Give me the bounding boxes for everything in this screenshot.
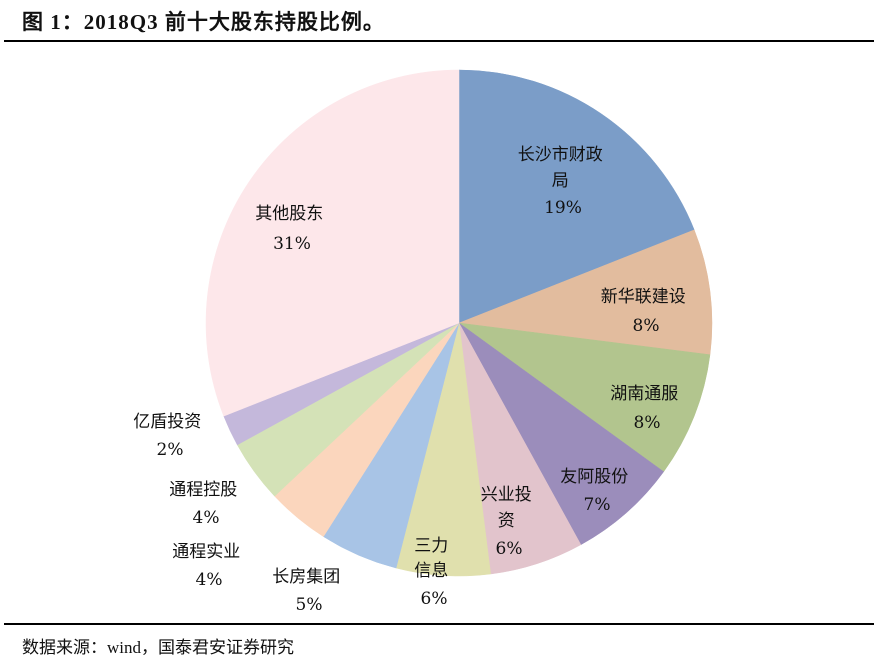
top-rule [4,40,874,42]
data-source-note: 数据来源：wind，国泰君安证券研究 [22,638,294,657]
slice-label-10: 其他股东 31% [255,204,328,254]
slice-label-8: 通程控股 4% [169,480,242,528]
slice-label-3: 友阿股份 7% [560,467,633,515]
pie-slices [205,69,713,577]
pie-slice-10 [205,69,460,417]
slice-label-6: 长房集团 5% [272,567,345,615]
slice-label-2: 湖南通服 8% [610,384,683,433]
slice-label-9: 亿盾投资 2% [133,412,206,460]
slice-label-5: 三力 信息 6% [414,536,453,609]
slice-label-0: 长沙市财政 局 19% [518,145,608,218]
slice-label-4: 兴业投 资 6% [481,485,537,559]
pie-slice-3 [458,322,665,546]
slice-label-7: 通程实业 4% [172,542,245,590]
bottom-rule [4,623,874,625]
figure-title: 图 1：2018Q3 前十大股东持股比例。 [22,10,385,34]
pie-slice-1 [458,229,713,355]
pie-slice-2 [458,322,711,473]
pie-labels: 长沙市财政 局 19% 新华联建设 8% 湖南通服 8% 友阿股份 7% 兴业投… [133,145,691,615]
slice-label-1: 新华联建设 8% [601,287,691,336]
pie-slice-0 [458,69,695,324]
